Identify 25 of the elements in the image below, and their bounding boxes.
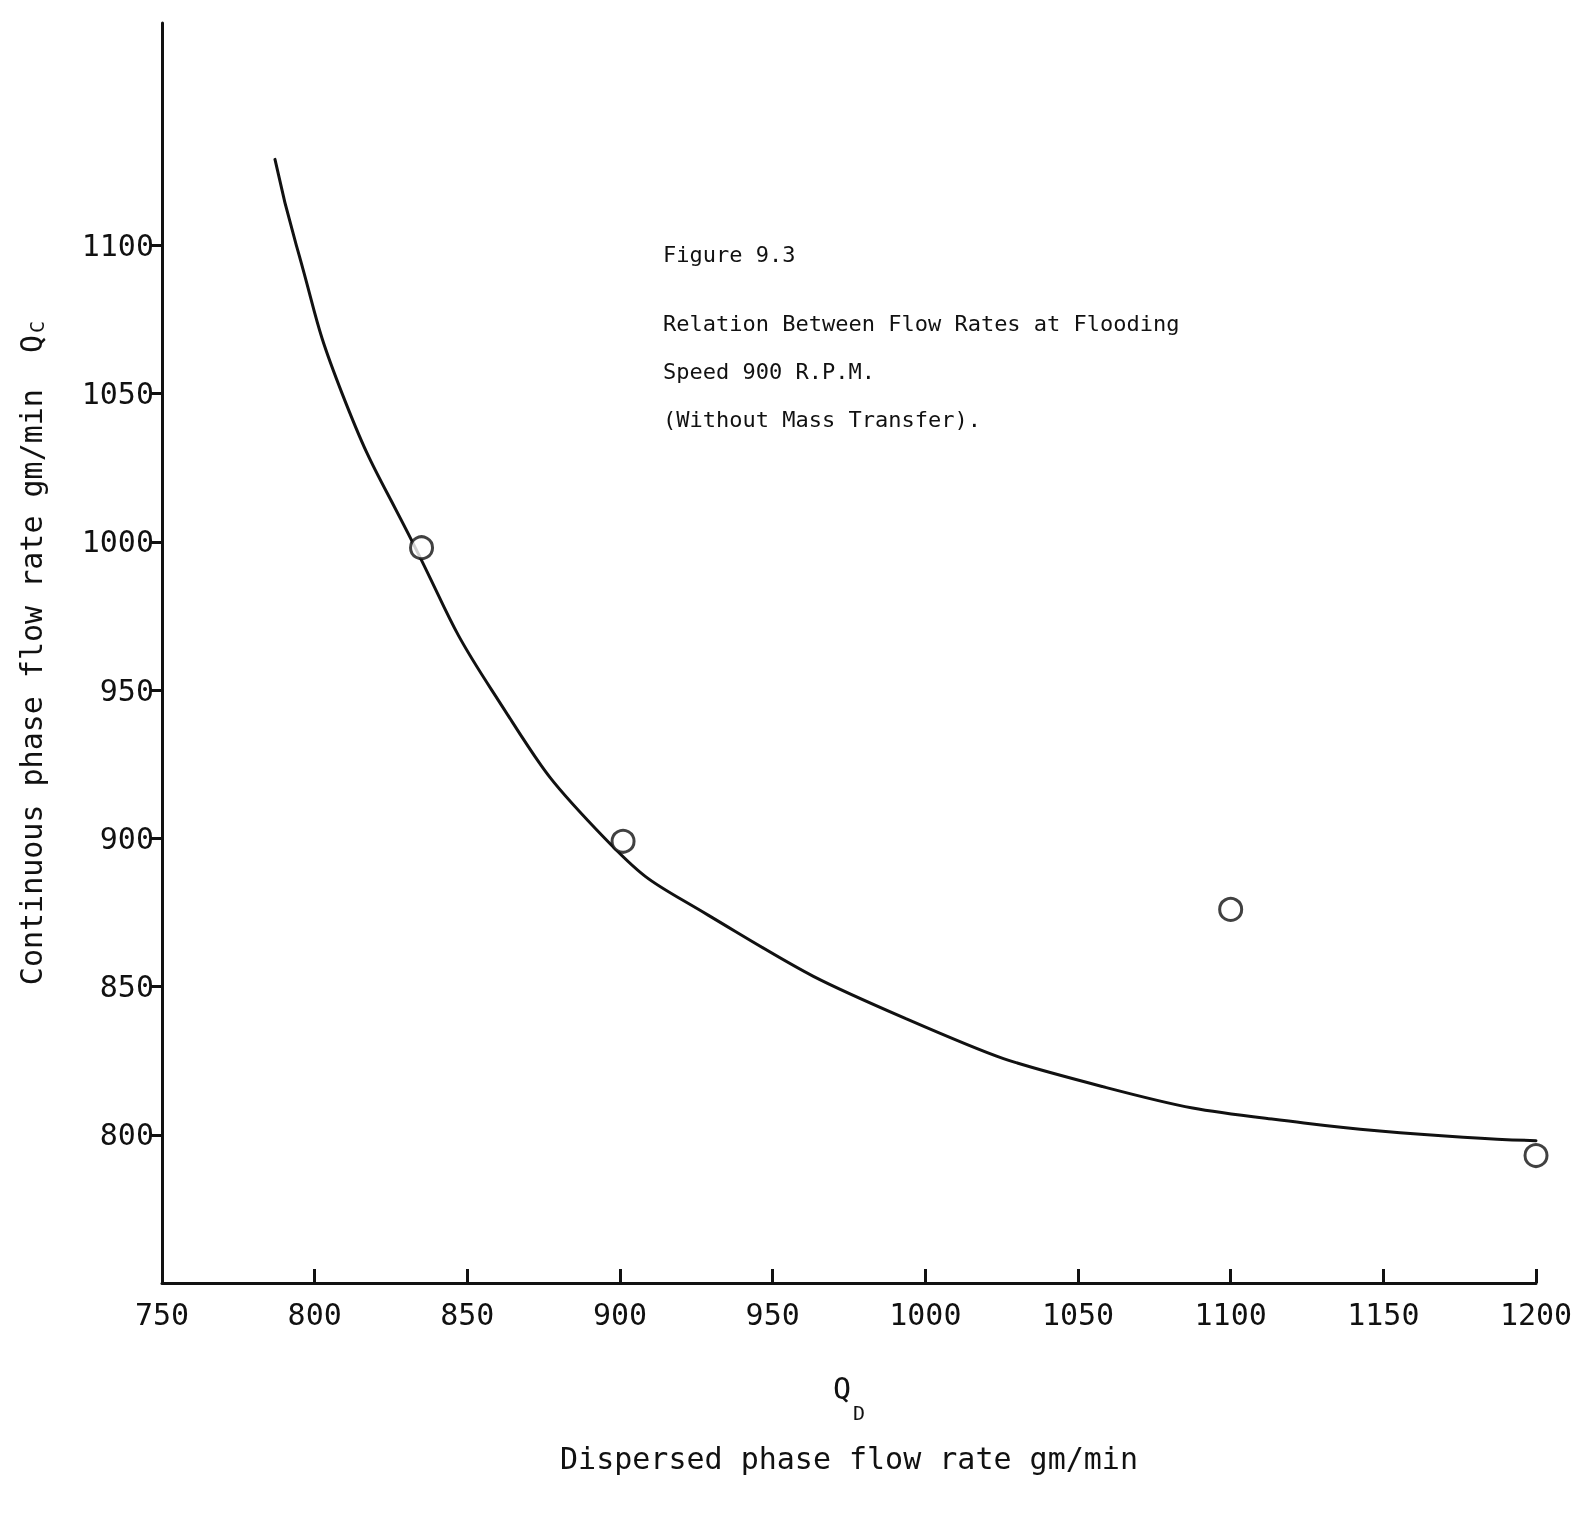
point (1523, 1143, 1549, 1169)
text: Figure 9.3 (663, 241, 796, 267)
y-tick-label: 800 (99, 1117, 154, 1153)
y-tick-label: 1000 (81, 524, 154, 560)
x-tick-label: 1050 (1041, 1296, 1115, 1332)
x-tick-label: 800 (287, 1296, 342, 1332)
x-tick-label: 1200 (1499, 1296, 1573, 1332)
x-tick-label: 950 (745, 1296, 800, 1332)
x-tick-label: 850 (440, 1296, 495, 1332)
point (409, 535, 435, 561)
x-tick-label: 1000 (889, 1296, 962, 1332)
x-axis-title: QD Dispersed phase flow rate gm/min (560, 1370, 1138, 1476)
text: Relation Between Flow Rates at Flooding Speed 900 R.P.M. (Without Mass Transfer). (663, 310, 1180, 432)
y-tick-label: 950 (99, 672, 154, 708)
x-tick-label: 1150 (1347, 1296, 1420, 1332)
y-tick-label: 850 (99, 969, 154, 1005)
point (610, 828, 636, 854)
x-tick-label: 900 (592, 1296, 648, 1332)
y-tick-label: 1100 (81, 227, 154, 263)
x-tick-label: 1100 (1194, 1296, 1267, 1332)
x-tick-label: 750 (134, 1296, 190, 1332)
y-tick-label: 900 (99, 820, 154, 856)
point (1218, 896, 1244, 922)
y-tick-label: 1050 (81, 376, 154, 412)
y-axis-title: Continuous phase flow rate gm/min QC (13, 320, 49, 986)
